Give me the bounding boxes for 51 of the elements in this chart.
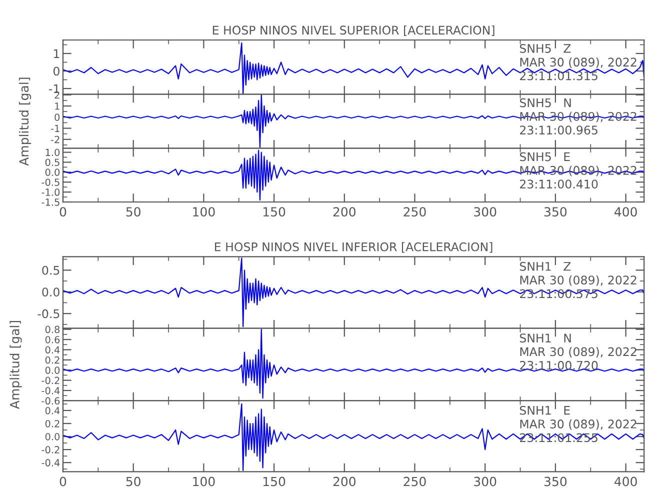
x-tick-label: 400: [614, 207, 637, 217]
y-tick-label: -0.2: [42, 376, 60, 384]
x-tick-label: 350: [544, 207, 567, 217]
y-tick-label: 1: [54, 49, 60, 58]
y-tick-label: -2: [50, 136, 60, 144]
y-tick-label: 0.2: [45, 356, 60, 364]
y-tick-label: -1: [50, 124, 60, 132]
x-tick-label: 400: [614, 476, 637, 486]
x-tick-label: 250: [404, 207, 426, 217]
x-tick-label: 200: [333, 476, 356, 486]
y-tick-label: 0.6: [45, 336, 60, 344]
y-tick-label: 0.5: [42, 266, 60, 275]
y-tick-label: 1.0: [46, 148, 60, 156]
y-tick-label: -0.5: [42, 178, 60, 186]
x-tick-label: 300: [474, 207, 496, 217]
y-tick-label: 0.5: [45, 158, 60, 166]
y-axis-title: Amplitud [gal]: [10, 320, 22, 409]
y-tick-label: 0.0: [42, 288, 60, 296]
x-tick-label: 250: [404, 476, 426, 486]
annotation: SNH1 N MAR 30 (089), 2022 23:11:00.720: [520, 334, 636, 370]
y-tick-label: 0.0: [45, 366, 60, 374]
x-tick-label: 200: [333, 207, 356, 217]
x-tick-label: 150: [263, 476, 286, 486]
x-tick-label: 100: [193, 207, 215, 217]
y-tick-label: 1: [55, 102, 60, 110]
y-tick-label: 0.2: [45, 420, 60, 428]
y-tick-label: 0.8: [45, 326, 60, 334]
y-tick-label: -1.5: [42, 198, 60, 206]
y-tick-label: -0.4: [42, 459, 60, 466]
x-tick-label: 150: [263, 207, 286, 217]
y-tick-label: 0.4: [45, 346, 60, 354]
y-tick-label: -0.4: [42, 386, 60, 394]
y-tick-label: 0.0: [45, 433, 60, 440]
y-tick-label: -0.5: [38, 309, 60, 318]
x-tick-label: 50: [126, 207, 140, 217]
chart-title: E HOSP NINOS NIVEL INFERIOR [ACELERACION]: [215, 242, 492, 253]
x-tick-label: 300: [474, 476, 496, 486]
annotation: SNH5 Z MAR 30 (089), 2022 23:11:01.315: [520, 44, 636, 80]
line-series: [62, 403, 644, 471]
y-tick-label: -1.0: [42, 188, 60, 196]
x-tick-label: 100: [193, 476, 215, 486]
y-axis-title: Amplitud [gal]: [18, 78, 32, 166]
chart-title: E HOSP NINOS NIVEL SUPERIOR [ACELERACION]: [212, 25, 494, 36]
x-tick-label: 50: [126, 476, 140, 486]
y-tick-label: 0.0: [45, 168, 60, 176]
y-tick-label: 0.4: [45, 406, 60, 414]
y-tick-label: 0: [54, 114, 60, 121]
y-tick-label: 0: [53, 66, 60, 76]
y-tick-label: -0.6: [42, 397, 60, 405]
x-tick-label: 350: [544, 476, 567, 486]
y-tick-label: -0.2: [42, 446, 60, 454]
